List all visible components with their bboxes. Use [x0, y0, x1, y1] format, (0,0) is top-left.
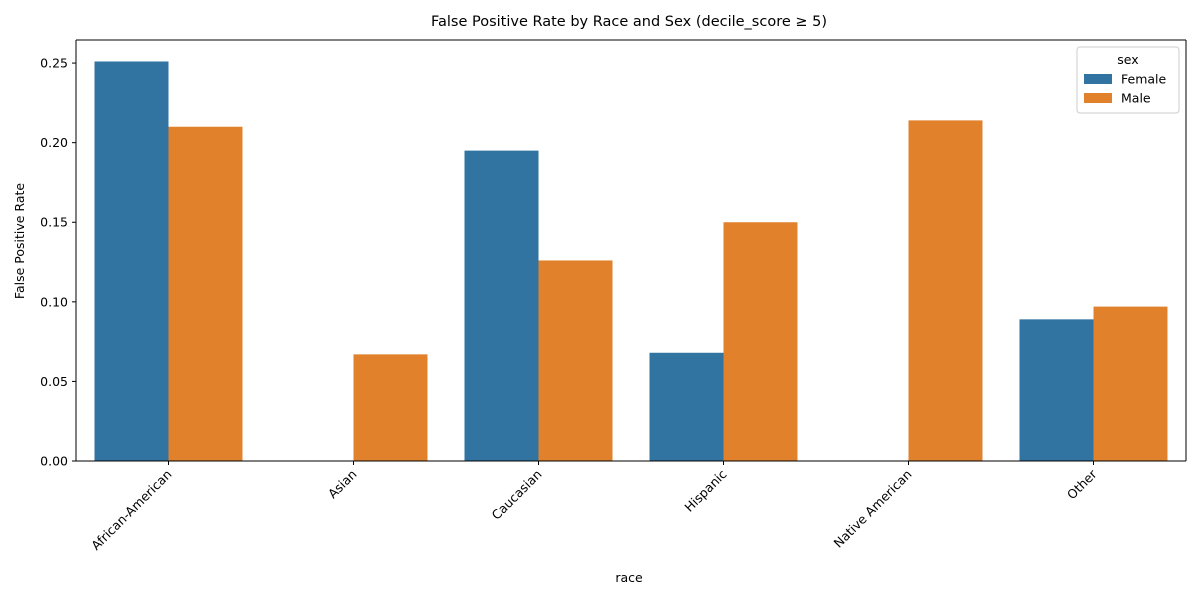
y-tick-label: 0.10 [40, 294, 68, 309]
y-tick-label: 0.00 [40, 454, 68, 469]
bar-male-4 [908, 120, 983, 462]
x-tick-label: Hispanic [681, 466, 729, 514]
legend-title: sex [1117, 52, 1138, 67]
legend-swatch-male [1084, 93, 1112, 103]
bar-female-2 [464, 150, 539, 461]
chart-title: False Positive Rate by Race and Sex (dec… [431, 14, 827, 30]
y-axis-label: False Positive Rate [12, 183, 27, 299]
y-tick-label: 0.25 [40, 56, 68, 71]
x-tick-label: Other [1064, 466, 1100, 502]
bar-female-3 [649, 352, 724, 461]
bar-male-5 [1093, 306, 1168, 461]
y-tick-label: 0.15 [40, 215, 68, 230]
x-tick-label: Asian [325, 467, 360, 502]
bar-male-0 [168, 126, 243, 461]
legend-label-female: Female [1121, 72, 1167, 87]
bar-male-3 [723, 222, 798, 461]
legend-swatch-female [1084, 74, 1112, 84]
x-tick-label: African-American [88, 467, 174, 553]
bar-male-1 [353, 354, 428, 461]
legend: sex Female Male [1076, 46, 1180, 114]
bar-female-0 [94, 61, 169, 462]
x-axis-label: race [615, 570, 643, 585]
legend-label-male: Male [1121, 91, 1151, 106]
bar-male-2 [538, 260, 613, 461]
x-tick-label: Caucasian [488, 467, 544, 523]
plot-area: 0.00 0.05 0.10 0.15 0.20 0.25 African-American… [40, 39, 1187, 553]
y-tick-label: 0.20 [40, 135, 68, 150]
y-tick-label: 0.05 [40, 374, 68, 389]
x-tick-label: Native American [831, 467, 915, 551]
bar-female-5 [1019, 319, 1094, 461]
